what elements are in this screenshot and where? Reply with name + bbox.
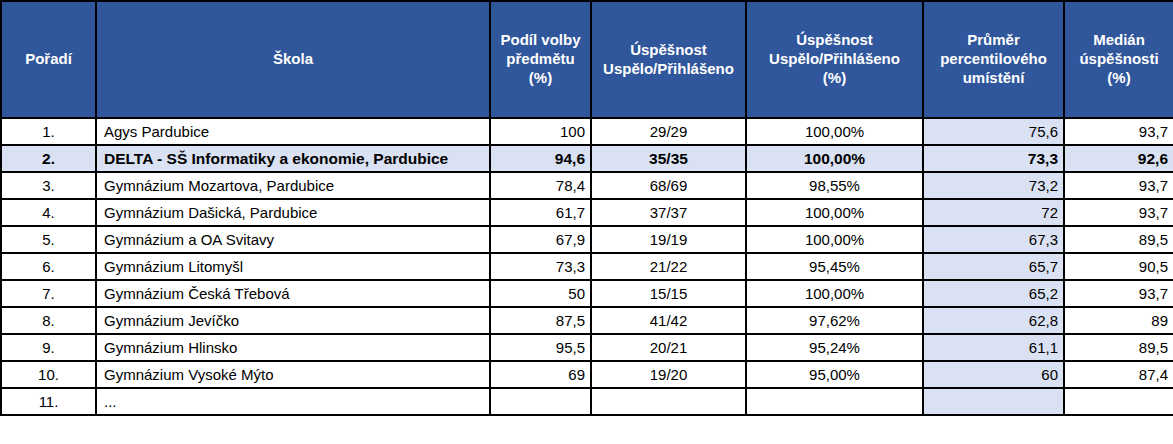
cell-share: 95,5 [490, 334, 591, 361]
cell-rank: 1. [1, 118, 96, 145]
cell-school: ... [96, 388, 490, 415]
table-row: 1.Agys Pardubice10029/29100,00%75,693,7 [1, 118, 1173, 145]
cell-school: Gymnázium a OA Svitavy [96, 226, 490, 253]
cell-percentile_avg: 75,6 [923, 118, 1064, 145]
cell-share: 67,9 [490, 226, 591, 253]
cell-rank: 5. [1, 226, 96, 253]
cell-rank: 10. [1, 361, 96, 388]
cell-ratio_pct: 98,55% [746, 172, 923, 199]
cell-percentile_avg: 65,7 [923, 253, 1064, 280]
cell-ratio: 15/15 [591, 280, 746, 307]
cell-share: 69 [490, 361, 591, 388]
cell-median: 87,4 [1064, 361, 1173, 388]
cell-share: 73,3 [490, 253, 591, 280]
cell-median: 89,5 [1064, 334, 1173, 361]
column-header-rank: Pořadí [1, 1, 96, 118]
table-row: 7.Gymnázium Česká Třebová5015/15100,00%6… [1, 280, 1173, 307]
table-row: 8.Gymnázium Jevíčko87,541/4297,62%62,889 [1, 307, 1173, 334]
cell-ratio_pct: 95,45% [746, 253, 923, 280]
table-row: 4.Gymnázium Dašická, Pardubice61,737/371… [1, 199, 1173, 226]
cell-rank: 8. [1, 307, 96, 334]
cell-ratio: 20/21 [591, 334, 746, 361]
cell-school: Gymnázium Vysoké Mýto [96, 361, 490, 388]
table-row: 3.Gymnázium Mozartova, Pardubice78,468/6… [1, 172, 1173, 199]
table-row: 10.Gymnázium Vysoké Mýto6919/2095,00%608… [1, 361, 1173, 388]
cell-ratio_pct: 100,00% [746, 118, 923, 145]
column-header-success-percent: Úspěšnost Uspělo/Přihlášeno (%) [746, 1, 923, 118]
cell-ratio_pct: 100,00% [746, 145, 923, 172]
cell-school: DELTA - SŠ Informatiky a ekonomie, Pardu… [96, 145, 490, 172]
cell-share: 78,4 [490, 172, 591, 199]
cell-median [1064, 388, 1173, 415]
table-row: 9.Gymnázium Hlinsko95,520/2195,24%61,189… [1, 334, 1173, 361]
cell-share: 94,6 [490, 145, 591, 172]
cell-median: 93,7 [1064, 280, 1173, 307]
cell-percentile_avg: 67,3 [923, 226, 1064, 253]
cell-share: 61,7 [490, 199, 591, 226]
table-row: 6.Gymnázium Litomyšl73,321/2295,45%65,79… [1, 253, 1173, 280]
table-header: Pořadí Škola Podíl volby předmětu (%) Ús… [1, 1, 1173, 118]
table-row: 11.... [1, 388, 1173, 415]
cell-median: 89,5 [1064, 226, 1173, 253]
cell-school: Gymnázium Dašická, Pardubice [96, 199, 490, 226]
cell-school: Gymnázium Hlinsko [96, 334, 490, 361]
cell-ratio: 68/69 [591, 172, 746, 199]
column-header-success-ratio: Úspěšnost Uspělo/Přihlášeno [591, 1, 746, 118]
cell-percentile_avg: 72 [923, 199, 1064, 226]
column-header-subject-share: Podíl volby předmětu (%) [490, 1, 591, 118]
cell-ratio_pct: 100,00% [746, 226, 923, 253]
cell-median: 93,7 [1064, 199, 1173, 226]
cell-school: Agys Pardubice [96, 118, 490, 145]
column-header-school: Škola [96, 1, 490, 118]
cell-percentile_avg: 60 [923, 361, 1064, 388]
cell-share: 50 [490, 280, 591, 307]
cell-ratio_pct: 95,24% [746, 334, 923, 361]
cell-ratio_pct: 100,00% [746, 199, 923, 226]
cell-median: 90,5 [1064, 253, 1173, 280]
cell-ratio: 35/35 [591, 145, 746, 172]
cell-share: 87,5 [490, 307, 591, 334]
cell-share [490, 388, 591, 415]
cell-school: Gymnázium Jevíčko [96, 307, 490, 334]
cell-ratio_pct: 95,00% [746, 361, 923, 388]
cell-rank: 7. [1, 280, 96, 307]
cell-ratio: 19/20 [591, 361, 746, 388]
cell-rank: 4. [1, 199, 96, 226]
cell-percentile_avg: 73,2 [923, 172, 1064, 199]
cell-percentile_avg [923, 388, 1064, 415]
cell-percentile_avg: 65,2 [923, 280, 1064, 307]
cell-median: 93,7 [1064, 118, 1173, 145]
cell-ratio: 21/22 [591, 253, 746, 280]
cell-percentile_avg: 73,3 [923, 145, 1064, 172]
school-results-table: Pořadí Škola Podíl volby předmětu (%) Ús… [0, 0, 1173, 416]
table-row: 5.Gymnázium a OA Svitavy67,919/19100,00%… [1, 226, 1173, 253]
cell-rank: 3. [1, 172, 96, 199]
cell-rank: 6. [1, 253, 96, 280]
cell-ratio: 37/37 [591, 199, 746, 226]
cell-school: Gymnázium Litomyšl [96, 253, 490, 280]
cell-ratio_pct: 100,00% [746, 280, 923, 307]
cell-rank: 11. [1, 388, 96, 415]
header-row: Pořadí Škola Podíl volby předmětu (%) Ús… [1, 1, 1173, 118]
column-header-percentile-avg: Průměr percentilového umístění [923, 1, 1064, 118]
cell-percentile_avg: 62,8 [923, 307, 1064, 334]
cell-median: 92,6 [1064, 145, 1173, 172]
cell-share: 100 [490, 118, 591, 145]
cell-ratio [591, 388, 746, 415]
table-row: 2.DELTA - SŠ Informatiky a ekonomie, Par… [1, 145, 1173, 172]
column-header-median-success: Medián úspěšnosti (%) [1064, 1, 1173, 118]
cell-rank: 2. [1, 145, 96, 172]
table-body: 1.Agys Pardubice10029/29100,00%75,693,72… [1, 118, 1173, 415]
cell-median: 93,7 [1064, 172, 1173, 199]
cell-ratio_pct: 97,62% [746, 307, 923, 334]
cell-ratio_pct [746, 388, 923, 415]
cell-ratio: 29/29 [591, 118, 746, 145]
cell-ratio: 41/42 [591, 307, 746, 334]
cell-percentile_avg: 61,1 [923, 334, 1064, 361]
cell-rank: 9. [1, 334, 96, 361]
cell-school: Gymnázium Česká Třebová [96, 280, 490, 307]
cell-ratio: 19/19 [591, 226, 746, 253]
cell-median: 89 [1064, 307, 1173, 334]
cell-school: Gymnázium Mozartova, Pardubice [96, 172, 490, 199]
